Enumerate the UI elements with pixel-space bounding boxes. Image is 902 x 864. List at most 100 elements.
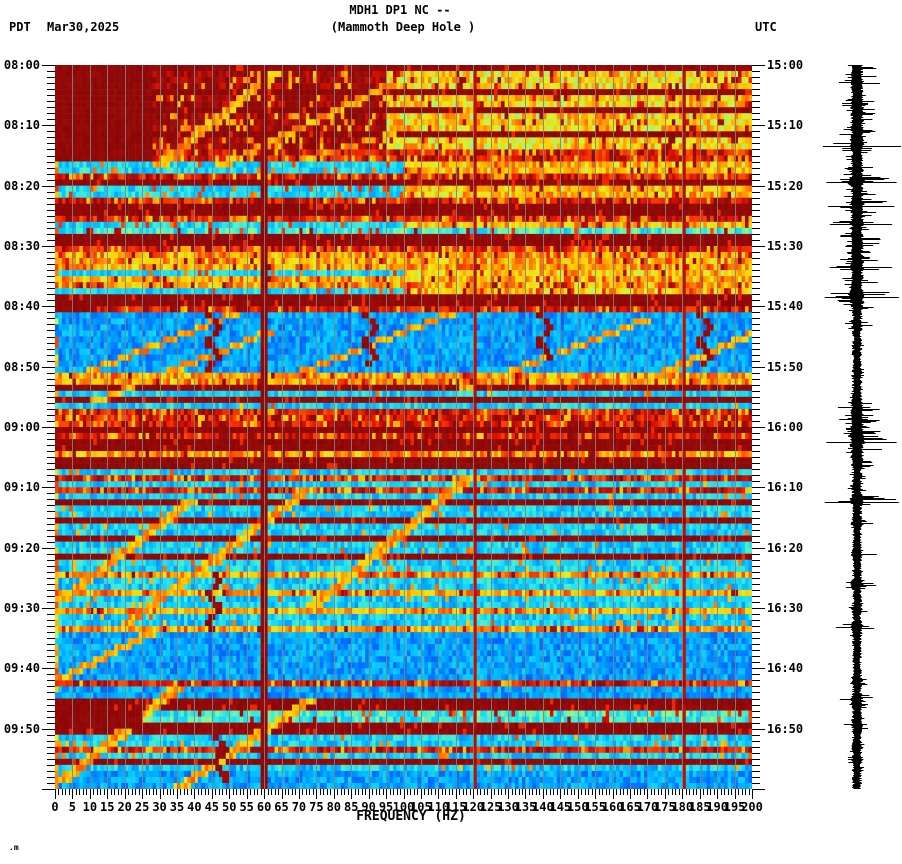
- time-minor-tick: [47, 433, 55, 434]
- time-minor-tick: [47, 101, 55, 102]
- time-minor-tick: [752, 548, 765, 549]
- time-minor-tick: [752, 602, 760, 603]
- freq-tick: [599, 789, 600, 795]
- time-minor-tick: [47, 403, 55, 404]
- seismogram-trace-canvas: [805, 65, 902, 789]
- time-minor-tick: [752, 180, 760, 181]
- time-minor-tick: [47, 602, 55, 603]
- freq-tick: [724, 789, 725, 795]
- time-minor-tick: [47, 234, 55, 235]
- time-minor-tick: [752, 536, 760, 537]
- time-minor-tick: [752, 481, 760, 482]
- time-minor-tick: [752, 162, 760, 163]
- freq-tick: [463, 789, 464, 795]
- freq-tick: [142, 789, 143, 799]
- freq-tick: [264, 789, 265, 799]
- freq-tick-label: 165: [619, 800, 641, 814]
- time-minor-tick: [752, 638, 760, 639]
- date-label: Mar30,2025: [47, 20, 120, 34]
- freq-tick: [602, 789, 603, 795]
- time-minor-tick: [752, 626, 760, 627]
- freq-tick: [484, 789, 485, 795]
- time-minor-tick: [47, 524, 55, 525]
- time-minor-tick: [47, 156, 55, 157]
- freq-tick-label: 100: [392, 800, 415, 814]
- time-minor-tick: [47, 759, 55, 760]
- utc-time-label: 15:10: [767, 118, 804, 133]
- freq-tick: [69, 789, 70, 795]
- time-minor-tick: [47, 590, 55, 591]
- time-minor-tick: [47, 638, 55, 639]
- freq-tick: [194, 789, 195, 799]
- freq-tick: [79, 789, 80, 795]
- freq-tick-label: 5: [68, 800, 77, 814]
- time-minor-tick: [752, 566, 760, 567]
- time-minor-tick: [752, 391, 760, 392]
- time-minor-tick: [752, 415, 760, 416]
- freq-tick: [637, 789, 638, 795]
- time-minor-tick: [47, 330, 55, 331]
- time-minor-tick: [47, 499, 55, 500]
- freq-tick: [424, 789, 425, 795]
- freq-tick-label: 175: [654, 800, 676, 814]
- time-minor-tick: [42, 608, 55, 609]
- time-minor-tick: [752, 680, 760, 681]
- time-minor-tick: [47, 650, 55, 651]
- time-minor-tick: [752, 518, 760, 519]
- freq-tick: [466, 789, 467, 795]
- utc-time-label: 16:10: [767, 480, 804, 495]
- freq-tick: [282, 789, 283, 799]
- freq-tick: [65, 789, 66, 795]
- time-minor-tick: [752, 735, 760, 736]
- time-minor-tick: [47, 95, 55, 96]
- freq-tick: [508, 789, 509, 799]
- time-minor-tick: [752, 373, 760, 374]
- time-minor-tick: [47, 493, 55, 494]
- time-minor-tick: [47, 530, 55, 531]
- time-minor-tick: [47, 421, 55, 422]
- freq-tick: [184, 789, 185, 795]
- freq-tick: [393, 789, 394, 795]
- pdt-time-label: 09:00: [3, 420, 40, 434]
- freq-tick: [459, 789, 460, 795]
- time-minor-tick: [752, 361, 760, 362]
- time-minor-tick: [47, 143, 55, 144]
- freq-tick: [275, 789, 276, 795]
- freq-tick: [735, 789, 736, 799]
- time-minor-tick: [752, 717, 760, 718]
- time-minor-tick: [752, 403, 760, 404]
- freq-tick: [306, 789, 307, 795]
- freq-tick: [180, 789, 181, 795]
- time-minor-tick: [752, 554, 760, 555]
- time-minor-tick: [752, 668, 765, 669]
- time-minor-tick: [47, 361, 55, 362]
- freq-tick: [348, 789, 349, 795]
- time-minor-tick: [752, 149, 760, 150]
- time-minor-tick: [752, 324, 760, 325]
- freq-tick: [397, 789, 398, 795]
- freq-tick: [358, 789, 359, 795]
- freq-tick-label: 45: [204, 800, 220, 814]
- freq-tick: [288, 789, 289, 795]
- freq-tick: [376, 789, 377, 795]
- freq-tick: [456, 789, 457, 799]
- time-minor-tick: [47, 198, 55, 199]
- time-minor-tick: [47, 614, 55, 615]
- time-minor-tick: [47, 747, 55, 748]
- time-minor-tick: [47, 373, 55, 374]
- freq-tick: [247, 789, 248, 799]
- freq-tick: [749, 789, 750, 795]
- time-minor-tick: [752, 451, 760, 452]
- time-minor-tick: [752, 463, 760, 464]
- time-minor-tick: [47, 409, 55, 410]
- freq-tick: [404, 789, 405, 799]
- time-minor-tick: [752, 379, 760, 380]
- time-minor-tick: [752, 511, 760, 512]
- freq-tick-label: 115: [444, 800, 467, 814]
- freq-tick: [243, 789, 244, 795]
- freq-tick: [369, 789, 370, 799]
- freq-tick: [362, 789, 363, 795]
- freq-tick: [226, 789, 227, 795]
- time-minor-tick: [752, 650, 760, 651]
- time-minor-tick: [47, 753, 55, 754]
